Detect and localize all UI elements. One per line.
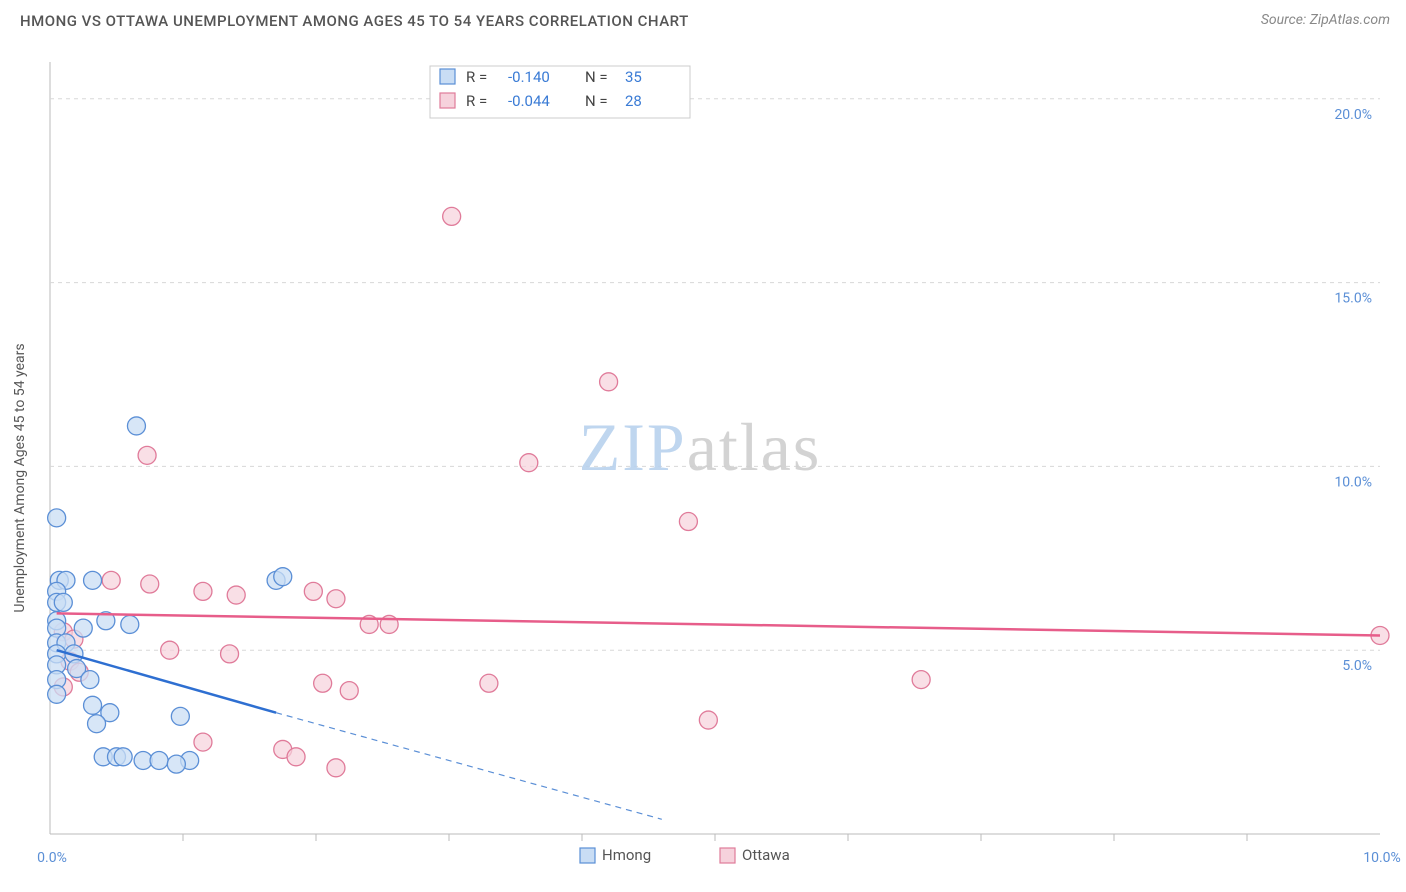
legend-label-hmong: Hmong	[602, 846, 651, 864]
series-hmong	[48, 417, 292, 773]
legend-label-ottawa: Ottawa	[742, 846, 790, 864]
point-ottawa	[699, 711, 717, 729]
point-hmong	[48, 509, 66, 527]
point-hmong	[274, 568, 292, 586]
point-hmong	[121, 615, 139, 633]
stats-r-value: -0.140	[508, 68, 550, 86]
stats-n-label: N =	[585, 68, 608, 86]
point-hmong	[150, 751, 168, 769]
x-tick-label: 0.0%	[37, 850, 67, 866]
chart-container: 5.0% 10.0% 15.0% 20.0% 0.0% 10.0% Unemployment…	[0, 0, 1406, 892]
stats-n-value: 28	[625, 92, 642, 110]
stats-swatch-ottawa	[440, 93, 455, 108]
point-ottawa	[102, 571, 120, 589]
stats-n-label: N =	[585, 92, 608, 110]
point-ottawa	[227, 586, 245, 604]
point-hmong	[81, 671, 99, 689]
point-ottawa	[287, 748, 305, 766]
point-ottawa	[161, 641, 179, 659]
y-tick-label: 20.0%	[1334, 107, 1372, 123]
point-hmong	[74, 619, 92, 637]
watermark: ZIPatlas	[579, 409, 822, 485]
point-hmong	[84, 696, 102, 714]
point-ottawa	[141, 575, 159, 593]
y-axis-label: Unemployment Among Ages 45 to 54 years	[12, 343, 28, 612]
y-tick-label: 10.0%	[1334, 474, 1372, 490]
point-ottawa	[304, 582, 322, 600]
trend-line	[57, 613, 1380, 635]
point-ottawa	[340, 682, 358, 700]
point-ottawa	[327, 590, 345, 608]
point-hmong	[48, 685, 66, 703]
point-ottawa	[327, 759, 345, 777]
x-tick-label: 10.0%	[1363, 850, 1401, 866]
stats-r-label: R =	[466, 68, 487, 86]
stats-r-label: R =	[466, 92, 487, 110]
point-ottawa	[912, 671, 930, 689]
point-ottawa	[600, 373, 618, 391]
point-hmong	[134, 751, 152, 769]
point-ottawa	[314, 674, 332, 692]
point-ottawa	[138, 446, 156, 464]
point-ottawa	[194, 733, 212, 751]
point-ottawa	[520, 454, 538, 472]
point-hmong	[54, 593, 72, 611]
point-hmong	[84, 571, 102, 589]
legend-swatch-hmong	[580, 848, 595, 863]
point-hmong	[171, 707, 189, 725]
stats-swatch-hmong	[440, 69, 455, 84]
y-tick-label: 15.0%	[1334, 291, 1372, 307]
series-ottawa	[54, 207, 1389, 776]
stats-n-value: 35	[625, 68, 642, 86]
point-ottawa	[443, 207, 461, 225]
y-tick-label: 5.0%	[1342, 658, 1372, 674]
point-hmong	[167, 755, 185, 773]
point-ottawa	[194, 582, 212, 600]
point-ottawa	[480, 674, 498, 692]
point-ottawa	[679, 513, 697, 531]
point-ottawa	[221, 645, 239, 663]
point-hmong	[114, 748, 132, 766]
scatter-chart: 5.0% 10.0% 15.0% 20.0% 0.0% 10.0% Unemployment…	[0, 0, 1406, 892]
point-hmong	[127, 417, 145, 435]
legend-swatch-ottawa	[720, 848, 735, 863]
point-hmong	[88, 715, 106, 733]
stats-r-value: -0.044	[508, 92, 550, 110]
